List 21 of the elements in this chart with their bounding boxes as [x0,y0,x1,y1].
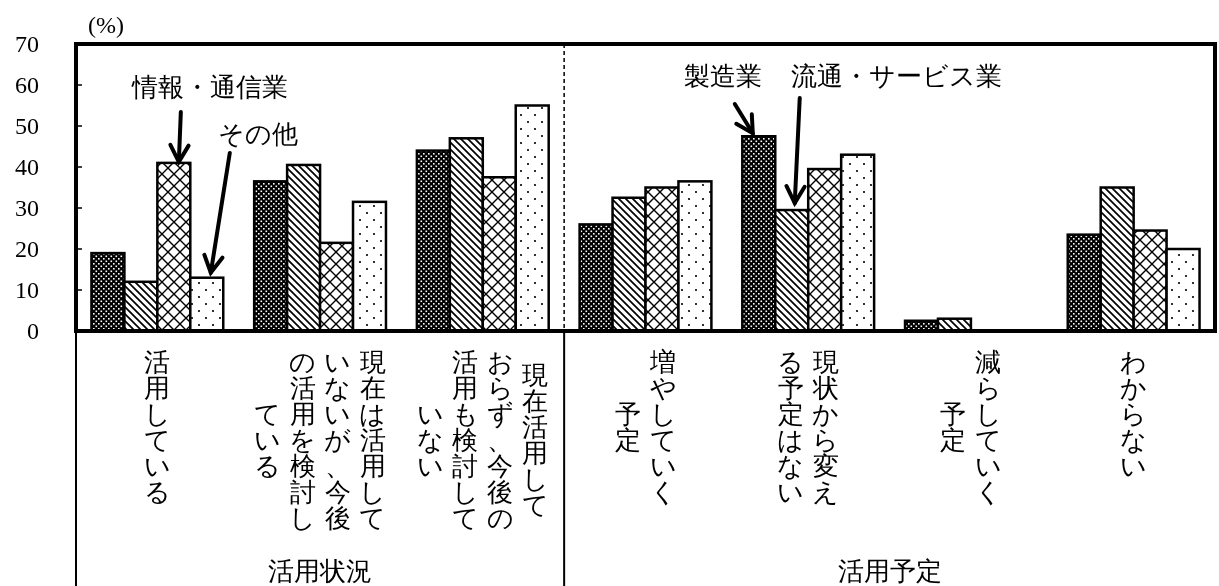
text: 情報・通信業 [130,72,288,102]
y-tick-label: 0 [27,318,39,344]
y-tick-label: 20 [15,236,39,262]
y-axis-title: (%) [88,12,124,38]
y-tick-label: 10 [15,277,39,303]
y-tick-label: 50 [15,113,39,139]
text: 活用予定 [837,556,942,586]
category-label: 減らしていく予定 [940,347,1002,507]
y-tick-label: 60 [15,72,39,98]
category-label: 現状から変える予定はない [777,347,840,507]
y-tick-label: 40 [15,154,39,180]
series-label: 製造業 [683,61,762,91]
text: 活用状況 [268,556,373,586]
y-tick-label: 70 [15,31,39,57]
category-label: 増やしていく予定 [615,347,677,507]
text: 流通・サービス業 [791,61,1003,91]
category-label: 現在は活用していないが、今後の活用を検討している [254,347,387,533]
y-tick-label: 30 [15,195,39,221]
x-tick-label: 活用している [143,347,171,507]
x-tick-label: わからない [1120,347,1148,481]
text: その他 [217,119,298,149]
